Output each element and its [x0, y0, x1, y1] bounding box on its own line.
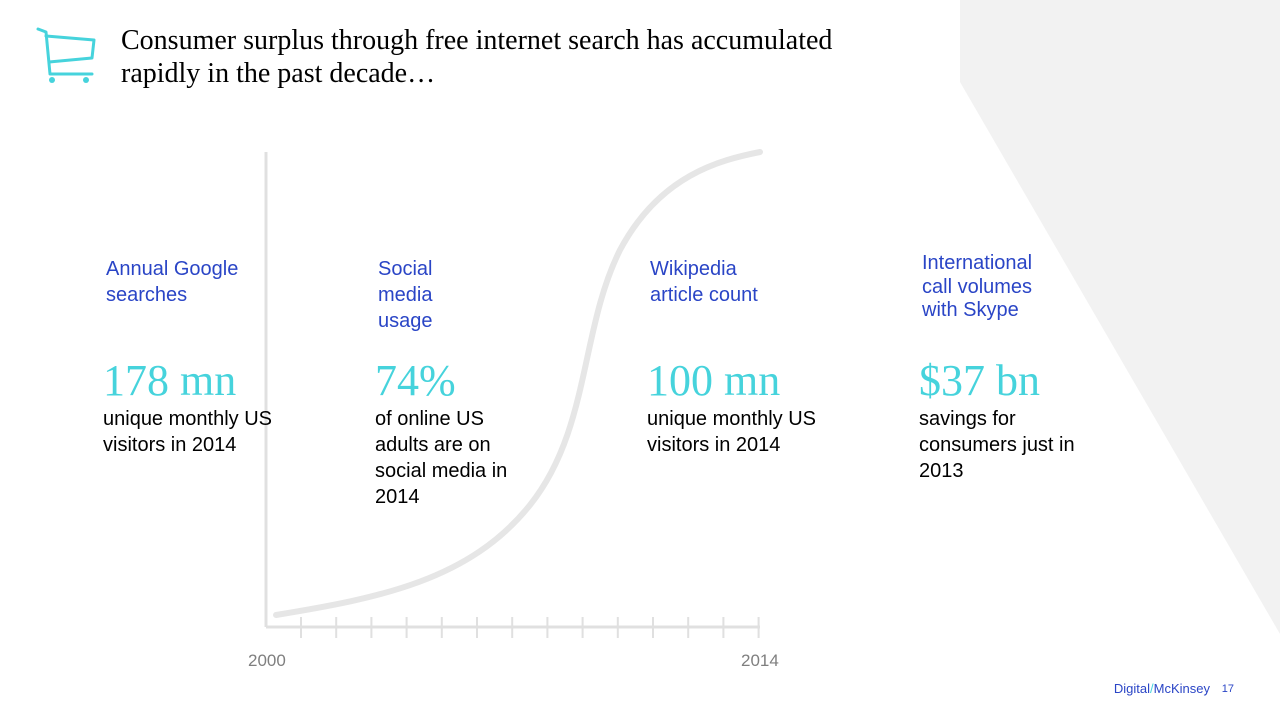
growth-curve	[273, 149, 763, 618]
brand-logo: Digital/McKinsey	[1114, 681, 1210, 696]
stat-description: unique monthly US visitors in 2014	[103, 408, 272, 456]
axis-start-label: 2000	[248, 651, 286, 670]
shopping-cart-icon	[36, 27, 96, 83]
stat-description: unique monthly US visitors in 2014	[647, 408, 816, 456]
stat-label: Annual Google searches	[106, 258, 239, 306]
brand-right: McKinsey	[1153, 681, 1210, 696]
stat-value: $37 bn	[919, 356, 1040, 405]
axis-end-label: 2014	[741, 651, 779, 670]
stat-value: 74%	[375, 356, 456, 405]
page-number: 17	[1221, 683, 1234, 695]
stat-label: Social media usage	[378, 258, 433, 332]
page-title: Consumer surplus through free internet s…	[121, 25, 833, 89]
brand-left: Digital	[1113, 681, 1151, 696]
stat-label: Wikipedia article count	[650, 258, 758, 306]
x-axis-ticks	[300, 617, 760, 638]
stat-value: 100 mn	[647, 356, 781, 405]
stat-description: of online US adults are on social media …	[375, 408, 508, 508]
stat-description: savings for consumers just in 2013	[919, 408, 1075, 482]
stat-label: International call volumes with Skype	[922, 252, 1033, 321]
brand-slash: /	[1150, 681, 1154, 696]
stat-value: 178 mn	[103, 356, 237, 405]
